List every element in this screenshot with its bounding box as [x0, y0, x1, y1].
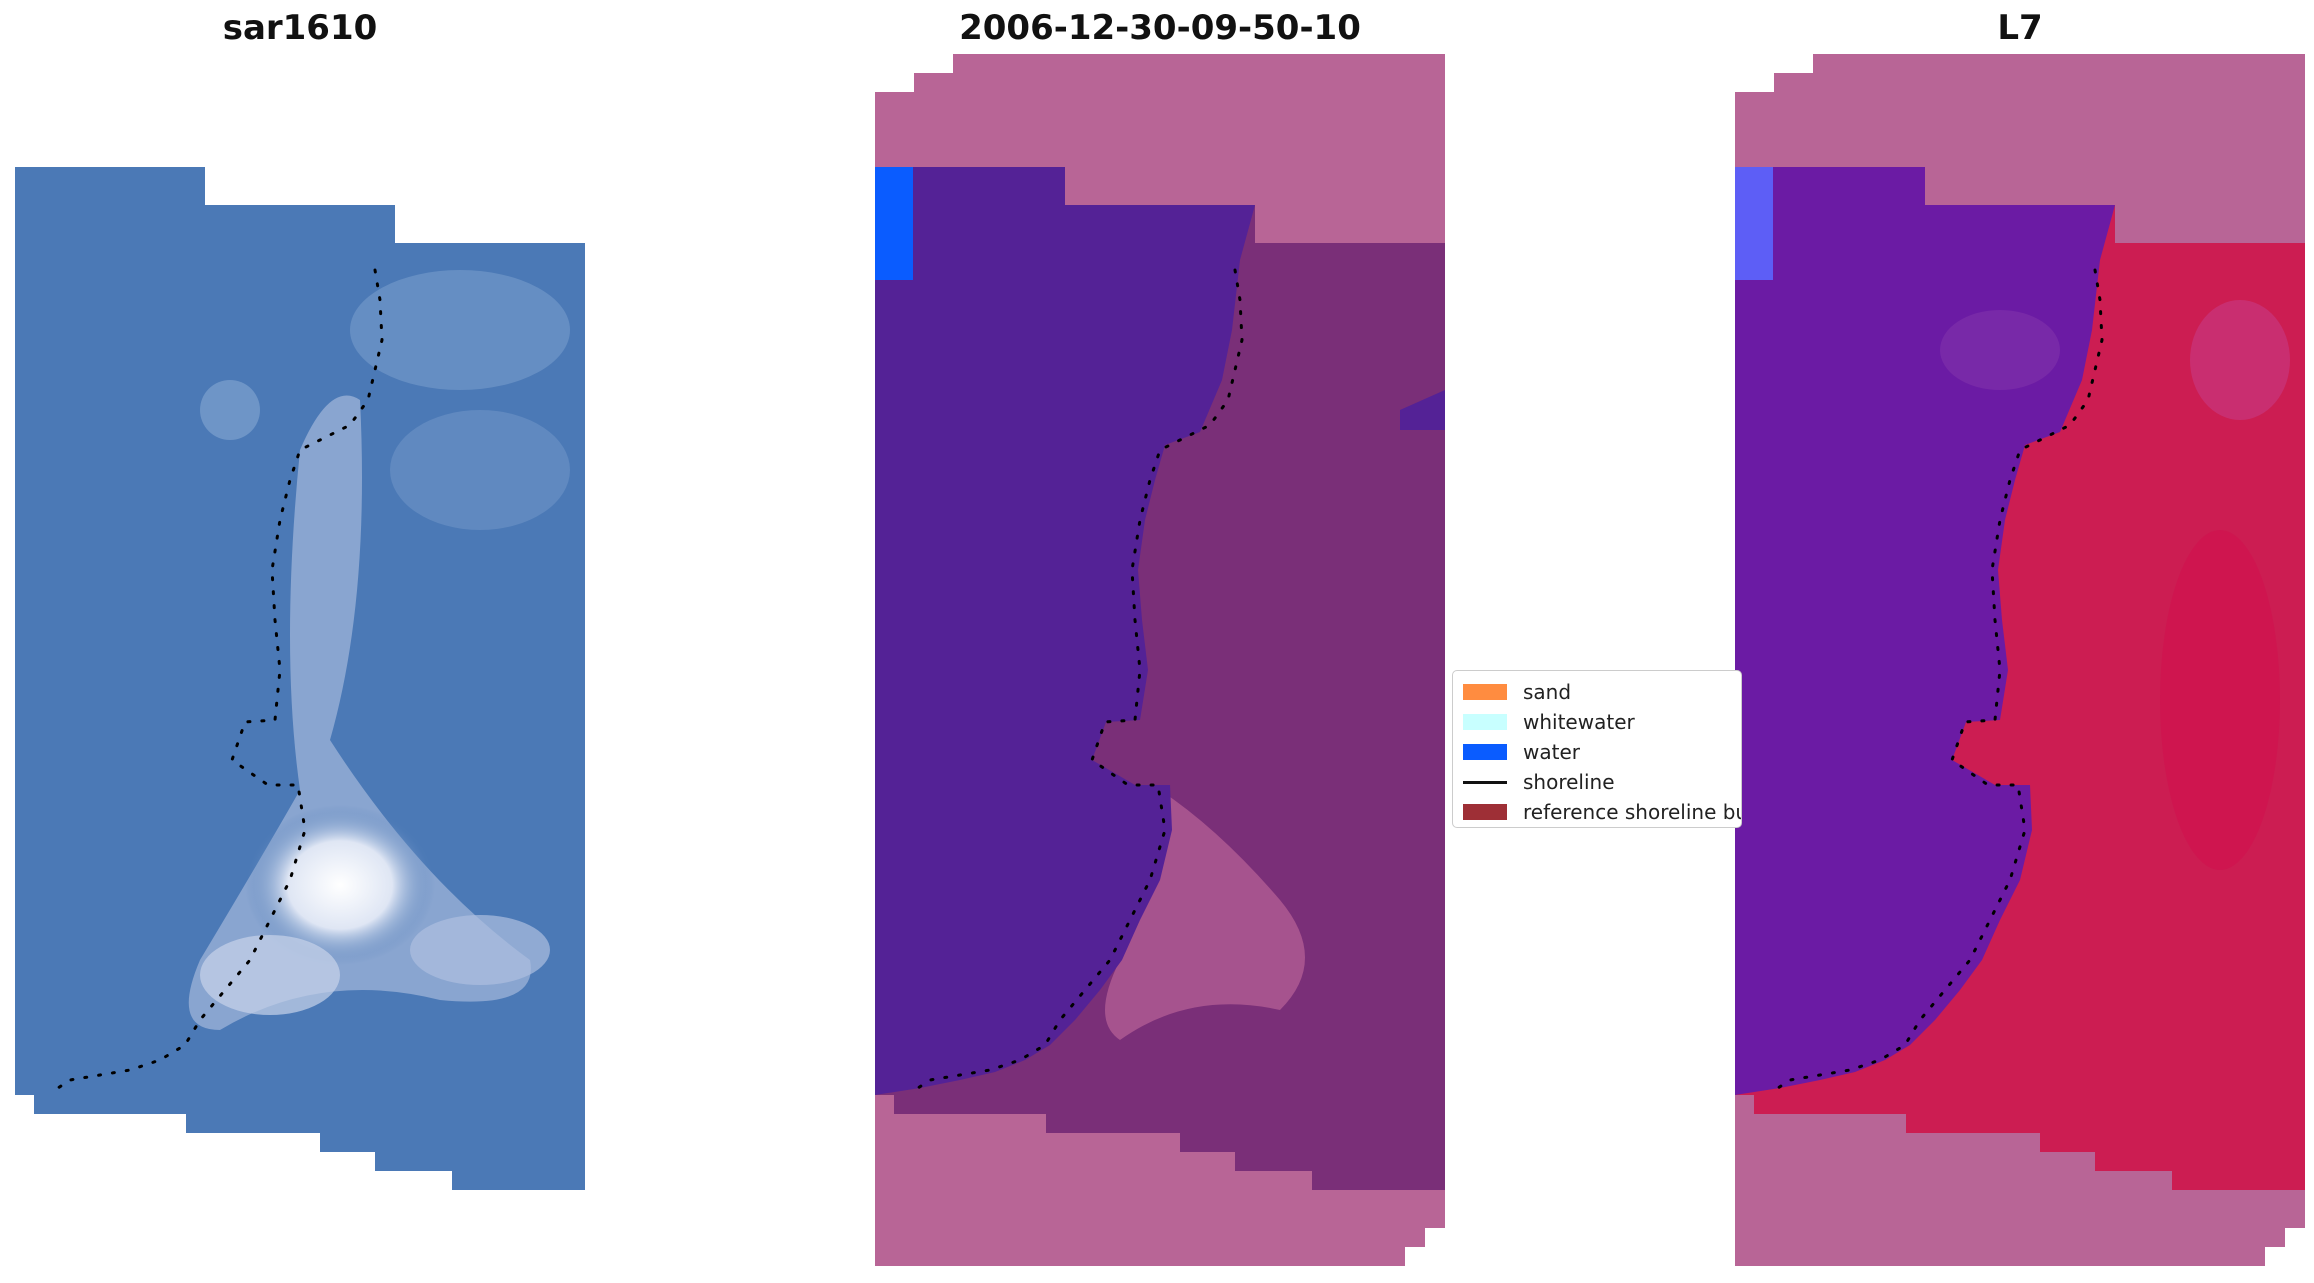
panel-title-classified: 2006-12-30-09-50-10 — [959, 8, 1361, 48]
legend-swatch-whitewater — [1463, 714, 1507, 730]
nir-water-blue — [1735, 167, 1773, 280]
panel-title-rgb: sar1610 — [222, 8, 378, 48]
legend-label: water — [1523, 740, 1580, 764]
legend-label: sand — [1523, 680, 1572, 704]
classified-water-notch — [1400, 390, 1445, 430]
rgb-sand-patch — [200, 935, 340, 1015]
legend-item-reference-shoreline: reference shoreline buffer — [1463, 797, 1741, 827]
classified-water-blue — [875, 167, 913, 280]
classified-image-panel — [875, 54, 1445, 1266]
classified-water-region — [875, 167, 1255, 1095]
rgb-sand-bright — [245, 805, 435, 965]
nir-water-region — [1735, 167, 2115, 1095]
rgb-image-panel — [15, 167, 585, 1190]
nir-shallow-patch — [2190, 300, 2290, 420]
rgb-shallow-patch — [390, 410, 570, 530]
legend-item-shoreline: shoreline — [1463, 767, 1731, 797]
legend-label: shoreline — [1523, 770, 1615, 794]
legend-swatch-sand — [1463, 684, 1507, 700]
legend-item-sand: sand — [1463, 677, 1731, 707]
legend-line-shoreline — [1463, 780, 1507, 784]
legend: sand whitewater water shoreline referenc… — [1452, 670, 1742, 828]
legend-label: reference shoreline buffer — [1523, 800, 1741, 824]
legend-item-whitewater: whitewater — [1463, 707, 1731, 737]
legend-item-water: water — [1463, 737, 1731, 767]
panel-title-nir: L7 — [1997, 8, 2043, 48]
rgb-shallow-patch — [350, 270, 570, 390]
rgb-shallow-patch — [200, 380, 260, 440]
legend-swatch-water — [1463, 744, 1507, 760]
nir-shallow-patch — [1940, 310, 2060, 390]
nir-land-bright — [2160, 530, 2280, 870]
legend-label: whitewater — [1523, 710, 1635, 734]
nir-image-panel — [1735, 54, 2305, 1266]
legend-swatch-reference-shoreline — [1463, 804, 1507, 820]
rgb-sand-patch — [410, 915, 550, 985]
